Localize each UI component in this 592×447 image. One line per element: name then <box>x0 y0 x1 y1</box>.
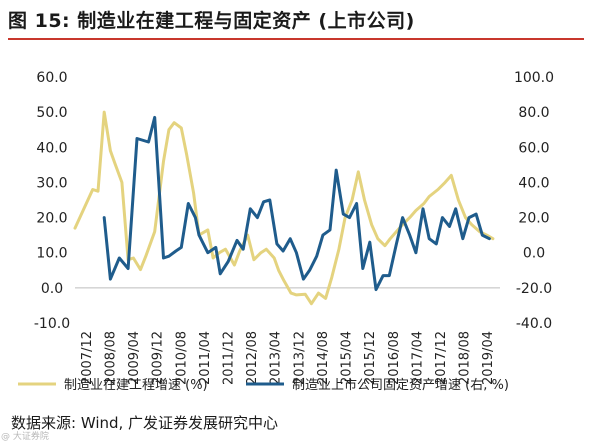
watermark-stamp: @ 大证券院 <box>1 432 49 442</box>
y-right-tick-label: 20.0 <box>518 211 549 227</box>
series-line-fixed-assets <box>102 115 491 292</box>
x-tick-label: 2012/08 <box>245 331 260 385</box>
legend-label: 制造业在建工程增速 (%) <box>64 378 208 393</box>
y-right-tick-label: 0.0 <box>523 246 545 262</box>
x-tick-label: 2013/04 <box>269 331 284 385</box>
y-left-tick-label: 20.0 <box>36 211 67 227</box>
x-tick-label: 2009/12 <box>151 331 166 385</box>
y-right-tick-label: 80.0 <box>518 105 549 121</box>
y-left-tick-label: 50.0 <box>36 105 67 121</box>
figure-title-bar: 图 15: 制造业在建工程与固定资产 (上市公司) <box>0 0 592 40</box>
y-right-tick-label: -20.0 <box>516 281 552 297</box>
x-tick-label: 2017/04 <box>410 331 425 385</box>
x-tick-label: 2018/08 <box>458 331 473 385</box>
source-note: 数据来源: Wind, 广发证券发展研究中心 <box>11 414 279 432</box>
x-tick-label: 2011/12 <box>221 331 236 385</box>
x-tick-label: 2011/04 <box>198 331 213 385</box>
y-right-tick-label: 100.0 <box>514 70 554 86</box>
legend-label: 制造业上市公司固定资产增速 (右, %) <box>292 377 509 393</box>
y-left-tick-label: 40.0 <box>36 140 67 156</box>
x-tick-label: 2007/12 <box>80 331 95 385</box>
x-tick-label: 2019/04 <box>481 331 496 385</box>
title-divider <box>8 38 584 40</box>
x-tick-label: 2008/08 <box>103 331 118 385</box>
x-tick-label: 2016/08 <box>387 331 402 385</box>
x-tick-label: 2015/12 <box>363 331 378 385</box>
figure-title: 图 15: 制造业在建工程与固定资产 (上市公司) <box>8 10 415 32</box>
y-right-tick-label: 40.0 <box>518 175 549 191</box>
y-left-tick-label: -10.0 <box>34 316 70 332</box>
x-tick-label: 2017/12 <box>434 331 449 385</box>
series-line-construction <box>73 110 495 306</box>
y-left-tick-label: 0.0 <box>41 281 63 297</box>
x-tick-label: 2009/04 <box>127 331 142 385</box>
x-tick-label: 2014/08 <box>316 331 331 385</box>
y-right-tick-label: 60.0 <box>518 140 549 156</box>
y-right-tick-label: -40.0 <box>516 316 552 332</box>
y-left-tick-label: 10.0 <box>36 246 67 262</box>
y-left-tick-label: 30.0 <box>36 175 67 191</box>
x-tick-label: 2015/04 <box>340 331 355 385</box>
x-tick-label: 2010/08 <box>174 331 189 385</box>
y-left-tick-label: 60.0 <box>36 70 67 86</box>
x-tick-label: 2013/12 <box>292 331 307 385</box>
